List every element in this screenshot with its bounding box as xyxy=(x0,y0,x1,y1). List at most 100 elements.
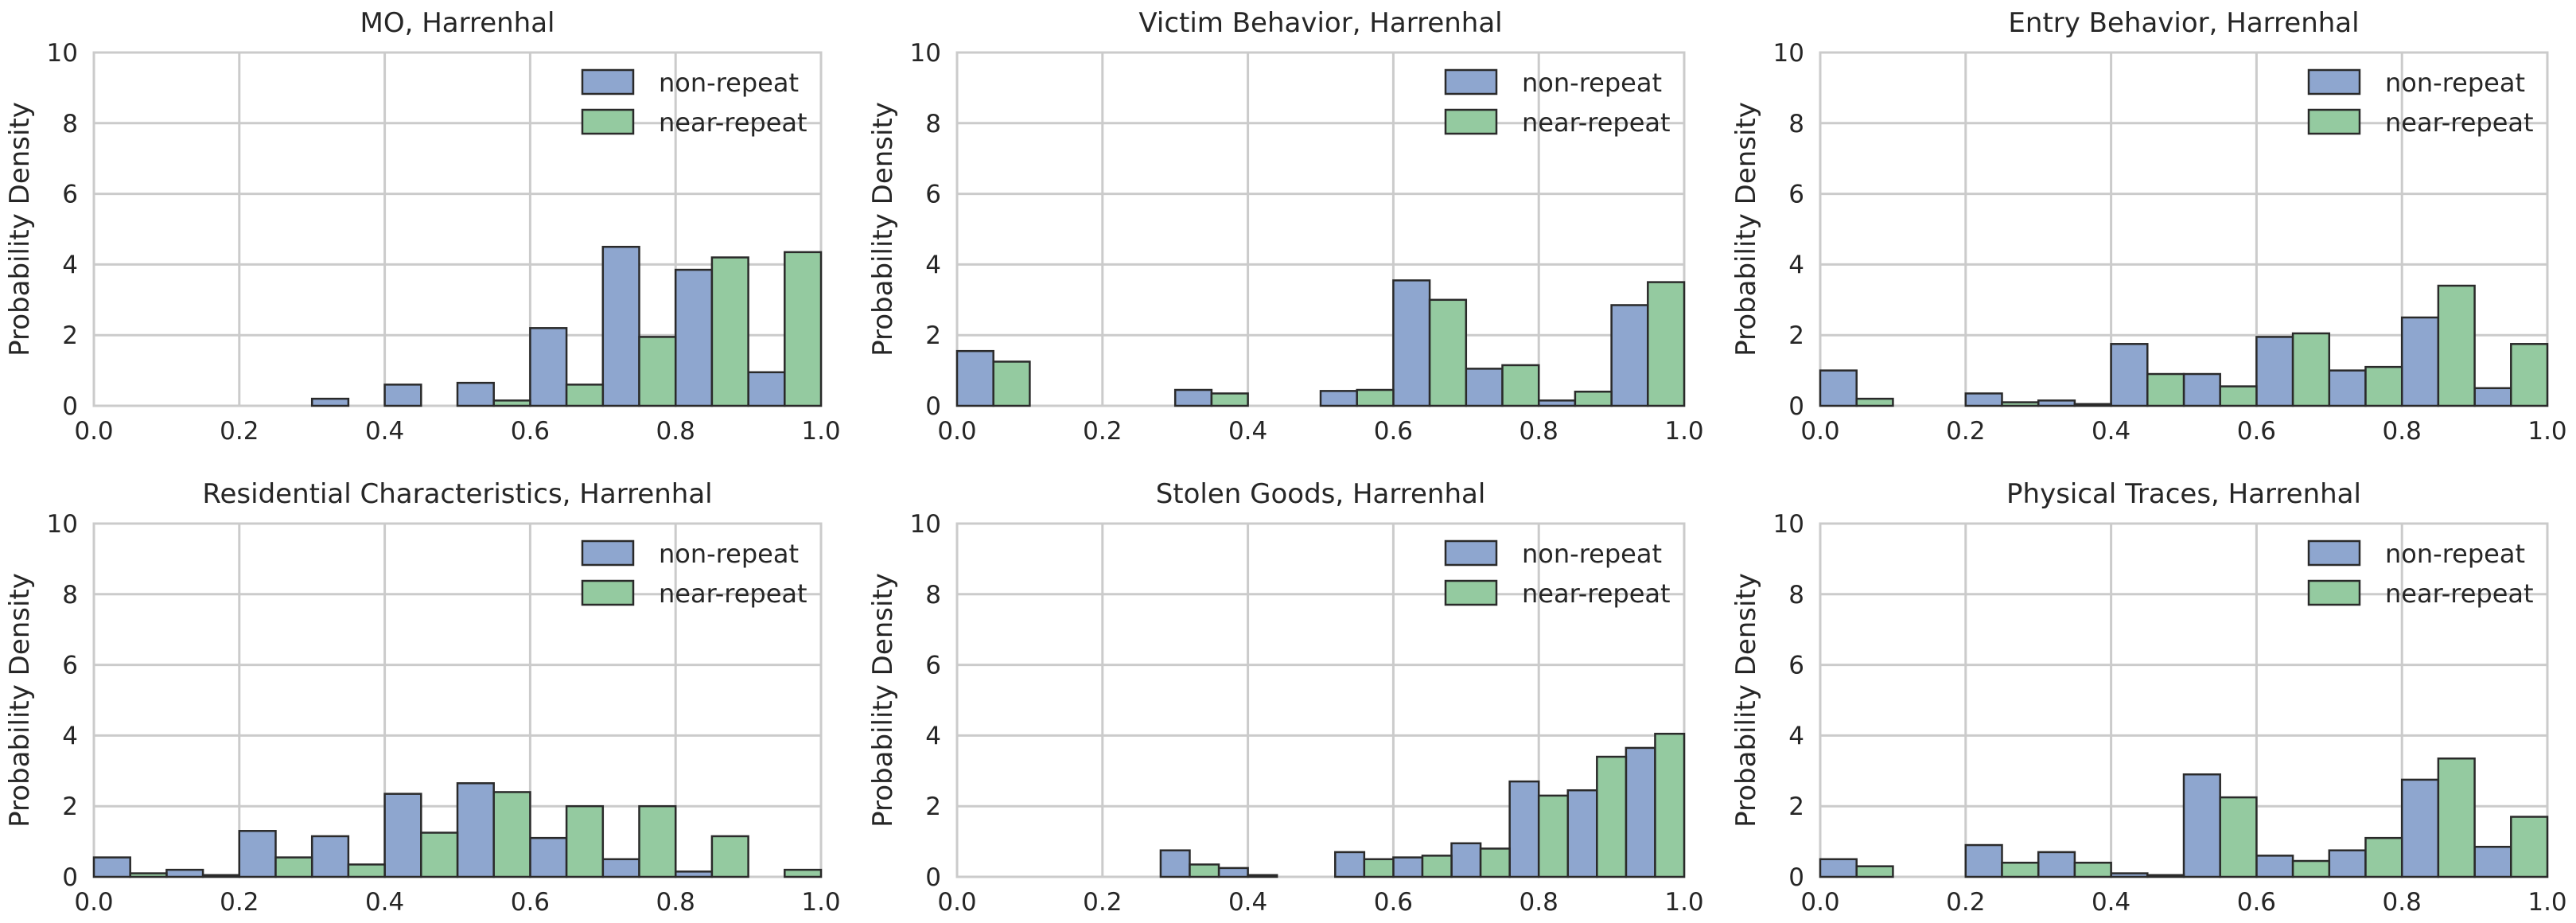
chart-3-legend-label-non-repeat: non-repeat xyxy=(659,539,799,569)
chart-5-ytick-10: 10 xyxy=(1773,510,1804,539)
chart-5-xtick-0-2: 0.2 xyxy=(1946,888,1985,917)
chart-panel-physical-traces: Physical Traces, Harrenhal Probability De… xyxy=(1726,471,2570,923)
chart-4-bar-near-repeat-2 xyxy=(1247,874,1278,878)
chart-5-legend-swatch-near-repeat xyxy=(2307,579,2361,606)
chart-4-legend-swatch-non-repeat xyxy=(1444,539,1498,567)
chart-3-ytick-4: 4 xyxy=(62,722,78,750)
chart-3-xtick-1-0: 1.0 xyxy=(801,888,840,917)
chart-3-legend-swatch-non-repeat xyxy=(581,539,635,567)
chart-2-legend-swatch-near-repeat xyxy=(2307,108,2361,135)
chart-0-ytick-6: 6 xyxy=(62,181,78,209)
chart-2-bar-non-repeat-6 xyxy=(2255,336,2294,407)
chart-2-xtick-1-0: 1.0 xyxy=(2527,417,2566,446)
chart-0-bar-non-repeat-6 xyxy=(529,327,568,407)
chart-3-bar-near-repeat-3 xyxy=(347,863,386,878)
chart-2-bar-near-repeat-7 xyxy=(2364,365,2403,407)
chart-1-legend-swatch-near-repeat xyxy=(1444,108,1498,135)
chart-5-ytick-6: 6 xyxy=(1788,652,1804,680)
chart-2-bar-non-repeat-2 xyxy=(1964,392,2003,407)
chart-2-bar-near-repeat-8 xyxy=(2437,284,2476,407)
chart-5-bar-non-repeat-8 xyxy=(2400,778,2440,878)
chart-4-bar-non-repeat-1 xyxy=(1159,849,1191,878)
chart-1-legend-label-non-repeat: non-repeat xyxy=(1522,68,1662,98)
chart-residential-characteristics: Residential Characteristics, Harrenhal Pr… xyxy=(4,478,841,917)
chart-1-xtick-1-0: 1.0 xyxy=(1664,417,1703,446)
chart-4-xtick-0-6: 0.6 xyxy=(1374,888,1413,917)
chart-2-bar-near-repeat-2 xyxy=(2001,401,2040,407)
chart-panel-victim-behavior: Victim Behavior, Harrenhal Probability De… xyxy=(863,0,1706,469)
chart-4-ytick-2: 2 xyxy=(925,793,941,821)
chart-2-xtick-0-6: 0.6 xyxy=(2237,417,2276,446)
chart-5-ytick-2: 2 xyxy=(1788,793,1804,821)
chart-5-xtick-1-0: 1.0 xyxy=(2527,888,2566,917)
chart-panel-residential-characteristics: Residential Characteristics, Harrenhal Pr… xyxy=(0,471,843,923)
chart-5-ylabel: Probability Density xyxy=(1730,573,1762,828)
chart-1-ytick-4: 4 xyxy=(925,251,941,279)
chart-4-xtick-0-8: 0.8 xyxy=(1520,888,1558,917)
chart-5-bar-near-repeat-3 xyxy=(2073,861,2112,878)
chart-3-ytick-6: 6 xyxy=(62,652,78,680)
chart-0-ytick-8: 8 xyxy=(62,110,78,138)
chart-3-ytick-8: 8 xyxy=(62,581,78,609)
chart-3-bar-near-repeat-9 xyxy=(784,868,823,878)
chart-1-legend-label-near-repeat: near-repeat xyxy=(1522,107,1671,138)
chart-4-ytick-10: 10 xyxy=(910,510,941,539)
chart-4-bar-non-repeat-8 xyxy=(1566,789,1598,878)
chart-0-legend-label-near-repeat: near-repeat xyxy=(659,107,807,138)
chart-0-bar-near-repeat-6 xyxy=(565,384,605,407)
chart-3-bar-non-repeat-3 xyxy=(310,835,350,878)
chart-4-bar-near-repeat-8 xyxy=(1596,755,1628,878)
chart-mo: MO, Harrenhal Probability Density 0.0 0.2 0.… xyxy=(4,7,841,446)
chart-4-bar-non-repeat-6 xyxy=(1450,842,1482,878)
chart-5-legend-swatch-non-repeat xyxy=(2307,539,2361,567)
chart-0-bar-non-repeat-7 xyxy=(601,245,640,407)
chart-0-bar-non-repeat-5 xyxy=(456,381,495,407)
chart-2-bar-near-repeat-4 xyxy=(2146,372,2185,407)
chart-1-bar-non-repeat-5 xyxy=(1319,390,1358,407)
chart-0-title: MO, Harrenhal xyxy=(360,7,555,39)
chart-2-bar-near-repeat-9 xyxy=(2510,343,2549,407)
chart-1-ytick-8: 8 xyxy=(925,110,941,138)
chart-1-bar-non-repeat-7 xyxy=(1465,368,1504,407)
chart-5-xtick-0-4: 0.4 xyxy=(2092,888,2130,917)
chart-physical-traces: Physical Traces, Harrenhal Probability De… xyxy=(1730,478,2567,917)
chart-5-title: Physical Traces, Harrenhal xyxy=(2006,478,2361,510)
chart-4-legend-swatch-near-repeat xyxy=(1444,579,1498,606)
chart-2-ytick-8: 8 xyxy=(1788,110,1804,138)
chart-1-bar-near-repeat-8 xyxy=(1574,390,1613,407)
chart-2-legend-label-non-repeat: non-repeat xyxy=(2385,68,2525,98)
chart-1-xtick-0-6: 0.6 xyxy=(1374,417,1413,446)
chart-3-bar-near-repeat-8 xyxy=(710,835,749,878)
chart-1-bar-non-repeat-9 xyxy=(1610,304,1649,407)
chart-4-ytick-6: 6 xyxy=(925,652,941,680)
chart-4-bar-near-repeat-7 xyxy=(1537,794,1570,878)
chart-0-bar-non-repeat-8 xyxy=(674,268,714,407)
chart-2-bar-near-repeat-0 xyxy=(1855,397,1894,407)
chart-5-bar-non-repeat-5 xyxy=(2182,773,2221,878)
chart-0-ytick-10: 10 xyxy=(47,39,78,68)
chart-0-ytick-0: 0 xyxy=(62,392,78,421)
chart-1-xtick-0-8: 0.8 xyxy=(1520,417,1558,446)
chart-2-bar-non-repeat-8 xyxy=(2400,316,2440,407)
chart-4-ytick-8: 8 xyxy=(925,581,941,609)
chart-3-bar-near-repeat-1 xyxy=(201,874,241,878)
chart-4-bar-near-repeat-4 xyxy=(1363,858,1395,878)
chart-0-bar-non-repeat-9 xyxy=(747,371,786,407)
chart-victim-behavior: Victim Behavior, Harrenhal Probability De… xyxy=(867,7,1704,446)
chart-3-bar-near-repeat-4 xyxy=(420,831,459,878)
chart-3-xtick-0-2: 0.2 xyxy=(220,888,259,917)
chart-4-xtick-0-0: 0.0 xyxy=(937,888,976,917)
chart-4-title: Stolen Goods, Harrenhal xyxy=(1156,478,1486,510)
chart-4-ylabel: Probability Density xyxy=(867,573,899,828)
chart-0-bar-near-repeat-7 xyxy=(638,336,677,407)
chart-4-bar-non-repeat-5 xyxy=(1392,856,1424,878)
chart-4-bar-non-repeat-4 xyxy=(1334,851,1366,878)
chart-2-xtick-0-2: 0.2 xyxy=(1946,417,1985,446)
chart-2-xtick-0-0: 0.0 xyxy=(1800,417,1839,446)
chart-0-legend-label-non-repeat: non-repeat xyxy=(659,68,799,98)
chart-1-frame xyxy=(955,51,1686,407)
chart-3-ylabel: Probability Density xyxy=(4,573,36,828)
chart-5-bar-near-repeat-5 xyxy=(2219,796,2258,878)
chart-5-ytick-8: 8 xyxy=(1788,581,1804,609)
chart-3-ytick-0: 0 xyxy=(62,863,78,892)
